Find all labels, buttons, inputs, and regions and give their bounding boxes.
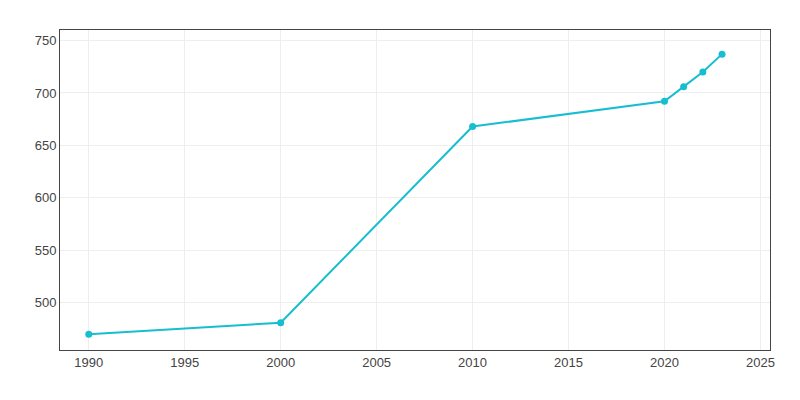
svg-text:2005: 2005 (362, 355, 391, 370)
svg-text:2010: 2010 (458, 355, 487, 370)
svg-text:650: 650 (35, 138, 57, 153)
svg-text:750: 750 (35, 33, 57, 48)
svg-text:1995: 1995 (170, 355, 199, 370)
svg-text:2015: 2015 (554, 355, 583, 370)
svg-text:500: 500 (35, 295, 57, 310)
svg-text:700: 700 (35, 86, 57, 101)
svg-text:550: 550 (35, 243, 57, 258)
svg-text:2020: 2020 (650, 355, 679, 370)
svg-text:2000: 2000 (266, 355, 295, 370)
svg-text:600: 600 (35, 190, 57, 205)
svg-text:1990: 1990 (74, 355, 103, 370)
svg-text:2025: 2025 (746, 355, 775, 370)
